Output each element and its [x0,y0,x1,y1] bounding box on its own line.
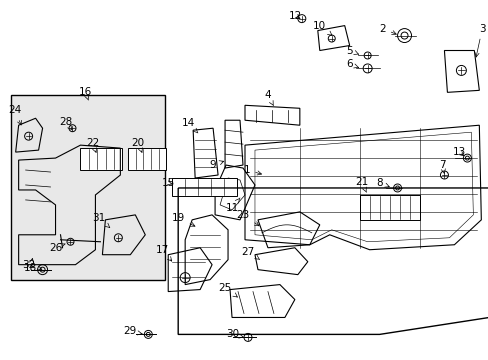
Text: 10: 10 [313,21,331,35]
Text: 23: 23 [236,210,259,226]
Text: 16: 16 [79,87,92,100]
Text: 1: 1 [243,165,261,175]
Text: 5: 5 [346,45,358,55]
Bar [172,178,237,196]
Bar [81,148,122,170]
Text: 9: 9 [209,160,223,170]
Text: 27: 27 [241,247,259,260]
Text: 20: 20 [131,138,144,152]
Text: 18: 18 [24,258,37,273]
Text: 7: 7 [438,160,445,173]
Text: 12: 12 [288,11,302,21]
Text: 26: 26 [49,243,65,253]
Text: 11: 11 [225,198,240,213]
Bar [359,195,419,220]
Text: 6: 6 [346,59,358,69]
Text: 17: 17 [155,245,171,261]
Text: 14: 14 [181,118,198,133]
Bar [128,148,166,170]
Text: 22: 22 [85,138,99,152]
Text: 31: 31 [92,213,110,228]
Text: 8: 8 [376,178,388,188]
Text: 29: 29 [123,327,142,336]
Text: 15: 15 [161,178,175,188]
Text: 32: 32 [22,260,42,270]
Text: 3: 3 [474,24,485,57]
Text: 30: 30 [226,329,243,339]
Text: 25: 25 [218,283,237,297]
Text: 21: 21 [354,177,367,192]
Text: 2: 2 [379,24,395,35]
Bar [11,95,165,280]
Text: 19: 19 [171,213,195,226]
Text: 24: 24 [8,105,21,125]
Text: 28: 28 [59,117,72,130]
Text: 13: 13 [452,147,465,157]
Text: 4: 4 [264,90,273,105]
